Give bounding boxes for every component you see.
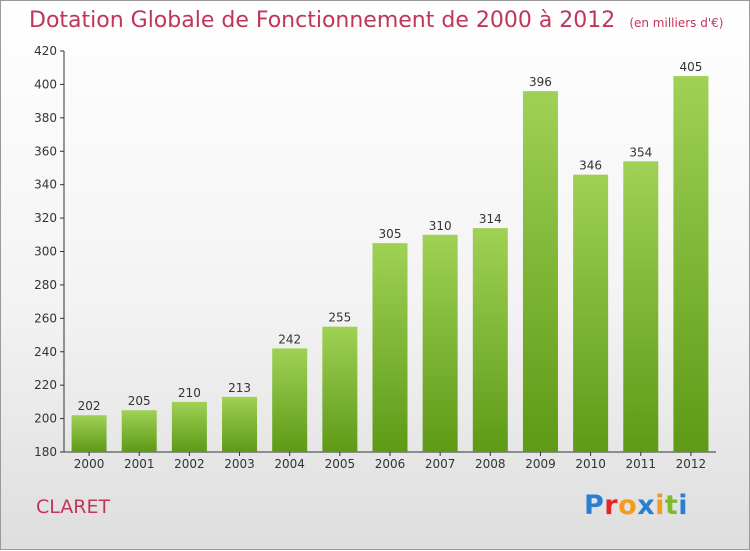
bar-2002 xyxy=(171,401,207,452)
y-tick-label: 200 xyxy=(34,412,57,426)
x-tick-label: 2010 xyxy=(575,457,606,471)
y-tick-label: 220 xyxy=(34,378,57,392)
x-tick-label: 2006 xyxy=(375,457,406,471)
x-tick-label: 2008 xyxy=(475,457,506,471)
x-tick-label: 2001 xyxy=(124,457,155,471)
y-tick-label: 260 xyxy=(34,311,57,325)
bar-value-label: 205 xyxy=(128,394,151,408)
y-tick-label: 360 xyxy=(34,144,57,158)
bar-2011 xyxy=(623,161,659,452)
bar-2007 xyxy=(422,234,458,452)
bar-value-label: 202 xyxy=(78,399,101,413)
commune-name: CLARET xyxy=(36,496,111,518)
bars-group: 202 205 210 213 242 255 305 310 314 396 346 354 405 xyxy=(71,60,709,452)
x-tick-label: 2009 xyxy=(525,457,556,471)
y-tick-label: 400 xyxy=(34,77,57,91)
x-tick-label: 2011 xyxy=(625,457,656,471)
x-tick-label: 2003 xyxy=(224,457,255,471)
x-tick-label: 2005 xyxy=(325,457,356,471)
y-tick-label: 340 xyxy=(34,178,57,192)
bar-value-label: 354 xyxy=(629,145,652,159)
bar-2008 xyxy=(472,228,508,452)
logo-letter: o xyxy=(618,490,638,521)
logo-letter: x xyxy=(637,490,656,521)
y-tick-label: 320 xyxy=(34,211,57,225)
bar-2010 xyxy=(573,174,609,452)
bar-value-label: 213 xyxy=(228,381,251,395)
bar-2004 xyxy=(272,348,308,452)
chart-unit: (en milliers d'€) xyxy=(629,16,724,30)
x-tick-label: 2000 xyxy=(74,457,105,471)
bar-value-label: 305 xyxy=(379,227,402,241)
y-tick-label: 300 xyxy=(34,245,57,259)
y-axis: 180 200 220 240 260 280 300 320 340 360 380 400 420 xyxy=(34,44,65,459)
x-tick-label: 2007 xyxy=(425,457,456,471)
bar-2003 xyxy=(222,396,258,452)
y-tick-label: 420 xyxy=(34,44,57,58)
logo-letter: i xyxy=(655,490,665,521)
logo-letter: t xyxy=(664,490,679,521)
y-tick-label: 240 xyxy=(34,345,57,359)
bar-2001 xyxy=(121,410,157,452)
logo-letter: P xyxy=(584,490,605,521)
bar-2000 xyxy=(71,415,107,452)
chart-title-text: Dotation Globale de Fonctionnement de 20… xyxy=(29,8,616,33)
bar-value-label: 405 xyxy=(679,60,702,74)
bar-value-label: 210 xyxy=(178,386,201,400)
x-tick-label: 2012 xyxy=(676,457,707,471)
bar-value-label: 255 xyxy=(328,311,351,325)
y-tick-label: 180 xyxy=(34,445,57,459)
bar-2005 xyxy=(322,326,358,452)
y-tick-label: 280 xyxy=(34,278,57,292)
bar-value-label: 396 xyxy=(529,75,552,89)
bar-value-label: 242 xyxy=(278,332,301,346)
bar-2012 xyxy=(673,76,709,452)
x-tick-label: 2004 xyxy=(274,457,305,471)
x-tick-label: 2002 xyxy=(174,457,205,471)
logo-letter: r xyxy=(604,490,619,521)
bar-2009 xyxy=(522,91,558,452)
bar-2006 xyxy=(372,243,408,452)
bar-value-label: 310 xyxy=(429,219,452,233)
logo-letter: i xyxy=(678,490,689,521)
y-tick-label: 380 xyxy=(34,111,57,125)
chart-title: Dotation Globale de Fonctionnement de 20… xyxy=(29,8,723,33)
bar-value-label: 346 xyxy=(579,159,602,173)
x-axis: 2000 2001 2002 2003 2004 2005 2006 2007 2008 2009… xyxy=(64,451,716,471)
bar-value-label: 314 xyxy=(479,212,502,226)
proxiti-logo: Proxiti xyxy=(584,490,688,521)
